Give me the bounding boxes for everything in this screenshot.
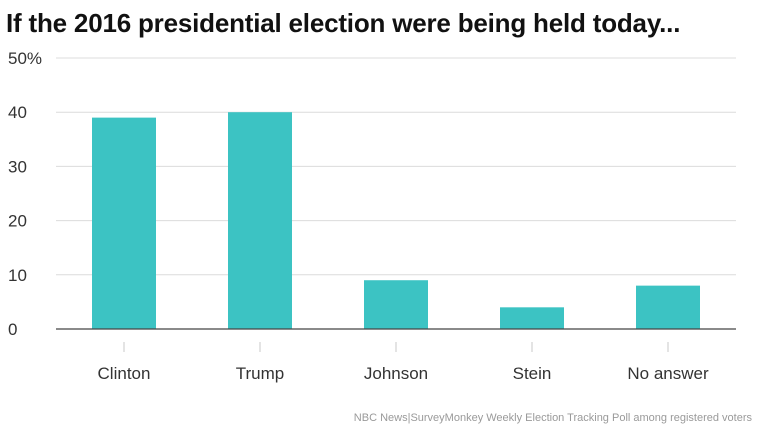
bar-no-answer [636,285,700,329]
x-category-label: No answer [627,364,709,383]
y-axis-ticks: 0 10 20 30 40 50% [8,49,42,339]
bar-stein [500,307,564,329]
x-category-label: Johnson [364,364,428,383]
x-category-label: Trump [236,364,285,383]
bar-clinton [92,117,156,330]
source-note: NBC News|SurveyMonkey Weekly Election Tr… [353,412,752,424]
y-tick-label: 10 [8,266,27,285]
bar-johnson [364,280,428,329]
bar-trump [228,112,292,329]
y-tick-label: 20 [8,212,27,231]
x-category-label: Clinton [98,364,151,383]
y-tick-label: 0 [8,320,17,339]
chart-title: If the 2016 presidential election were b… [6,8,681,38]
x-category-label: Stein [513,364,552,383]
y-tick-label: 40 [8,103,27,122]
x-axis-categories: Clinton Trump Johnson Stein No answer [98,364,709,383]
bars [92,112,700,330]
x-axis-ticks [123,342,669,352]
y-tick-label: 50% [8,49,42,68]
gridlines [56,57,736,276]
y-tick-label: 30 [8,157,27,176]
